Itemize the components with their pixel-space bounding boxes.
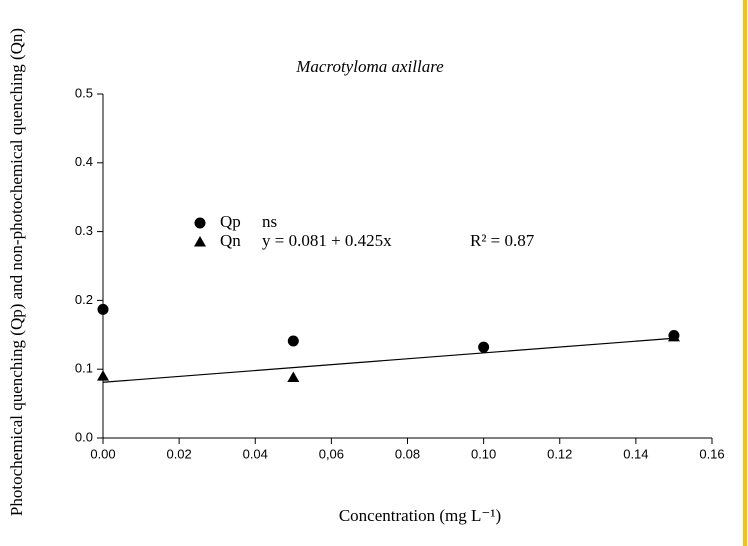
y-tick-label: 0.5: [75, 85, 93, 100]
point: [478, 341, 490, 353]
y-tick-label: 0.3: [75, 223, 93, 238]
point: [97, 303, 109, 315]
legend-marker: [194, 236, 206, 247]
legend-stat: y = 0.081 + 0.425x: [262, 231, 392, 250]
x-tick-label: 0.14: [623, 446, 648, 461]
x-tick-label: 0.08: [395, 446, 420, 461]
y-axis-label: Photochemical quenching (Qp) and non-pho…: [7, 28, 26, 516]
x-tick-label: 0.04: [243, 446, 268, 461]
legend-stat: ns: [262, 212, 277, 231]
x-tick-label: 0.16: [699, 446, 724, 461]
point: [97, 370, 109, 381]
y-tick-label: 0.0: [75, 429, 93, 444]
y-tick-label: 0.1: [75, 361, 93, 376]
regression-line: [102, 337, 674, 383]
legend-label: Qn: [220, 231, 241, 250]
x-axis-label: Concentration (mg L⁻¹): [339, 506, 501, 525]
legend-label: Qp: [220, 212, 241, 231]
x-tick-label: 0.02: [166, 446, 191, 461]
legend-marker: [194, 217, 206, 229]
legend-r2: R² = 0.87: [470, 231, 535, 250]
y-tick-label: 0.4: [75, 154, 93, 169]
y-tick-label: 0.2: [75, 292, 93, 307]
chart-title: Macrotyloma axillare: [295, 57, 444, 76]
x-tick-label: 0.12: [547, 446, 572, 461]
x-tick-label: 0.00: [90, 446, 115, 461]
x-tick-label: 0.10: [471, 446, 496, 461]
point: [287, 335, 299, 347]
x-tick-label: 0,06: [319, 446, 344, 461]
point: [667, 330, 680, 342]
point: [287, 371, 300, 382]
